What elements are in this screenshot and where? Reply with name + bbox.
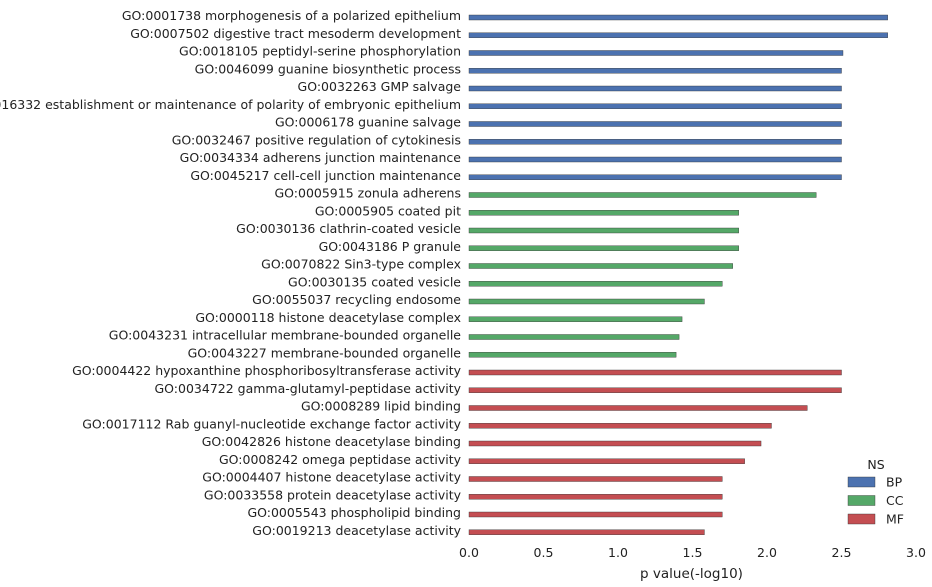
legend-title: NS <box>867 457 884 472</box>
bar-18 <box>468 316 683 322</box>
category-label-10: GO:0045217 cell-cell junction maintenanc… <box>190 168 461 183</box>
bar-3 <box>468 50 844 56</box>
x-axis-ticks: 0.0 0.5 1.0 1.5 2.0 2.5 3.0 <box>459 545 926 560</box>
bar-9 <box>468 156 842 163</box>
category-label-20: GO:0043227 membrane-bounded organelle <box>188 345 462 360</box>
bar-13 <box>468 227 739 234</box>
bar-15 <box>468 263 733 269</box>
category-label-24: GO:0017112 Rab guanyl-nucleotide exchang… <box>82 416 461 431</box>
bar-10 <box>468 174 842 180</box>
category-label-19: GO:0043231 intracellular membrane-bounde… <box>109 328 462 343</box>
category-label-30: GO:0019213 deacetylase activity <box>252 523 461 538</box>
category-label-11: GO:0005915 zonula adherens <box>274 186 461 201</box>
bar-30 <box>468 529 705 535</box>
bars-group <box>468 14 888 535</box>
category-label-12: GO:0005905 coated pit <box>315 203 461 218</box>
bar-8 <box>468 139 842 145</box>
bar-26 <box>468 458 745 464</box>
bar-29 <box>468 511 723 518</box>
bar-25 <box>468 440 762 447</box>
category-label-23: GO:0008289 lipid binding <box>301 399 461 414</box>
category-label-26: GO:0008242 omega peptidase activity <box>219 452 462 467</box>
category-label-14: GO:0043186 P granule <box>319 239 462 254</box>
category-label-7: GO:0006178 guanine salvage <box>275 115 461 130</box>
category-label-6: GO:0016332 establishment or maintenance … <box>0 97 461 112</box>
category-label-18: GO:0000118 histone deacetylase complex <box>195 310 461 325</box>
category-label-25: GO:0042826 histone deacetylase binding <box>202 434 461 449</box>
category-label-5: GO:0032263 GMP salvage <box>298 79 462 94</box>
x-tick-2: 0.5 <box>534 545 554 560</box>
bar-1 <box>468 14 888 21</box>
category-label-22: GO:0034722 gamma-glutamyl-peptidase acti… <box>154 381 461 396</box>
category-label-27: GO:0004407 histone deacetylase activity <box>202 470 461 485</box>
bar-23 <box>468 405 808 411</box>
x-tick-1: 0.0 <box>459 545 479 560</box>
bar-5 <box>468 85 842 92</box>
bar-17 <box>468 298 705 305</box>
category-label-8: GO:0032467 positive regulation of cytoki… <box>172 132 461 147</box>
bar-7 <box>468 121 842 127</box>
bar-6 <box>468 103 842 109</box>
legend-label-bp: BP <box>886 475 903 490</box>
bar-11 <box>468 192 817 198</box>
legend-swatch-bp <box>847 476 876 488</box>
category-label-29: GO:0005543 phospholipid binding <box>247 505 461 520</box>
category-label-3: GO:0018105 peptidyl-serine phosphorylati… <box>179 44 461 59</box>
legend-label-mf: MF <box>886 512 904 527</box>
bar-20 <box>468 352 677 358</box>
x-tick-5: 2.0 <box>757 545 777 560</box>
category-label-1: GO:0001738 morphogenesis of a polarized … <box>122 8 461 23</box>
legend-swatch-mf <box>847 513 876 525</box>
bar-14 <box>468 245 739 251</box>
legend-label-cc: CC <box>886 493 904 508</box>
category-label-28: GO:0033558 protein deacetylase activity <box>204 487 462 502</box>
category-label-4: GO:0046099 guanine biosynthetic process <box>195 61 461 76</box>
category-label-9: GO:0034334 adherens junction maintenance <box>180 150 462 165</box>
category-label-15: GO:0070822 Sin3-type complex <box>261 257 461 272</box>
bar-12 <box>468 210 739 216</box>
legend: NS BP CC MF <box>847 457 904 527</box>
category-label-16: GO:0030135 coated vesicle <box>288 274 461 289</box>
x-axis-title: p value(-log10) <box>640 566 743 582</box>
category-label-21: GO:0004422 hypoxanthine phosphoribosyltr… <box>72 363 462 378</box>
x-tick-4: 1.5 <box>683 545 703 560</box>
bar-19 <box>468 334 680 340</box>
x-tick-7: 3.0 <box>906 545 926 560</box>
legend-swatch-cc <box>847 495 876 506</box>
bar-16 <box>468 281 723 287</box>
bar-21 <box>468 369 842 376</box>
bar-4 <box>468 68 842 74</box>
bar-2 <box>468 32 888 38</box>
category-label-17: GO:0055037 recycling endosome <box>252 292 461 307</box>
bar-24 <box>468 423 772 429</box>
category-label-2: GO:0007502 digestive tract mesoderm deve… <box>130 26 461 41</box>
x-tick-6: 2.5 <box>832 545 852 560</box>
x-tick-3: 1.0 <box>608 545 628 560</box>
bar-22 <box>468 387 842 393</box>
category-label-13: GO:0030136 clathrin-coated vesicle <box>236 221 461 236</box>
bar-27 <box>468 476 723 482</box>
category-labels: GO:0001738 morphogenesis of a polarized … <box>0 8 462 538</box>
bar-28 <box>468 494 723 500</box>
